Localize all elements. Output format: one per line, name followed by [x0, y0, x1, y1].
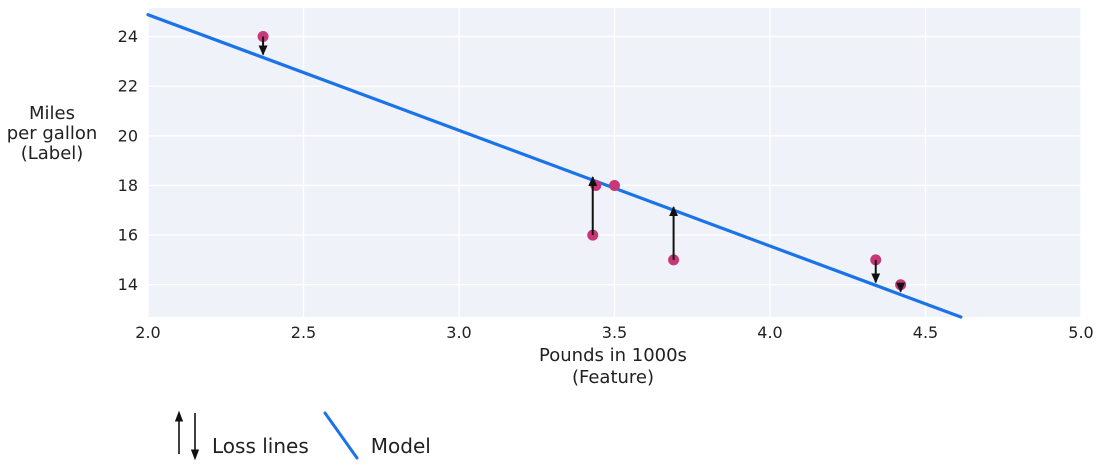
legend-label-model: Model — [370, 434, 431, 458]
x-axis-title-line: Pounds in 1000s — [539, 345, 687, 366]
x-tick-label: 4.0 — [757, 323, 782, 342]
x-tick-label: 3.0 — [446, 323, 471, 342]
y-tick-label: 20 — [118, 126, 138, 145]
legend-label-loss-lines: Loss lines — [212, 434, 309, 458]
loss-lines-icon — [174, 410, 200, 461]
x-tick-label: 5.0 — [1068, 323, 1093, 342]
y-tick-label: 16 — [118, 226, 138, 245]
y-tick-label: 22 — [118, 77, 138, 96]
model-line-icon — [323, 411, 359, 460]
x-tick-label: 2.0 — [135, 323, 160, 342]
y-axis-title: Miles per gallon (Label) — [0, 104, 104, 164]
x-tick-label: 2.5 — [291, 323, 316, 342]
y-axis-title-line: per gallon — [6, 123, 98, 144]
chart-legend: Loss lines Model — [170, 406, 431, 466]
x-axis-title-line: (Feature) — [571, 367, 655, 388]
y-tick-label: 24 — [118, 27, 138, 46]
x-tick-label: 4.5 — [913, 323, 938, 342]
model-line — [146, 13, 963, 319]
y-axis-title-line: Miles — [29, 103, 75, 124]
x-axis-title: Pounds in 1000s (Feature) — [468, 345, 758, 389]
y-axis-title-line: (Label) — [20, 143, 84, 164]
data-point — [609, 179, 620, 191]
y-tick-label: 14 — [118, 275, 138, 294]
y-tick-label: 18 — [118, 176, 138, 195]
x-tick-label: 3.5 — [602, 323, 627, 342]
